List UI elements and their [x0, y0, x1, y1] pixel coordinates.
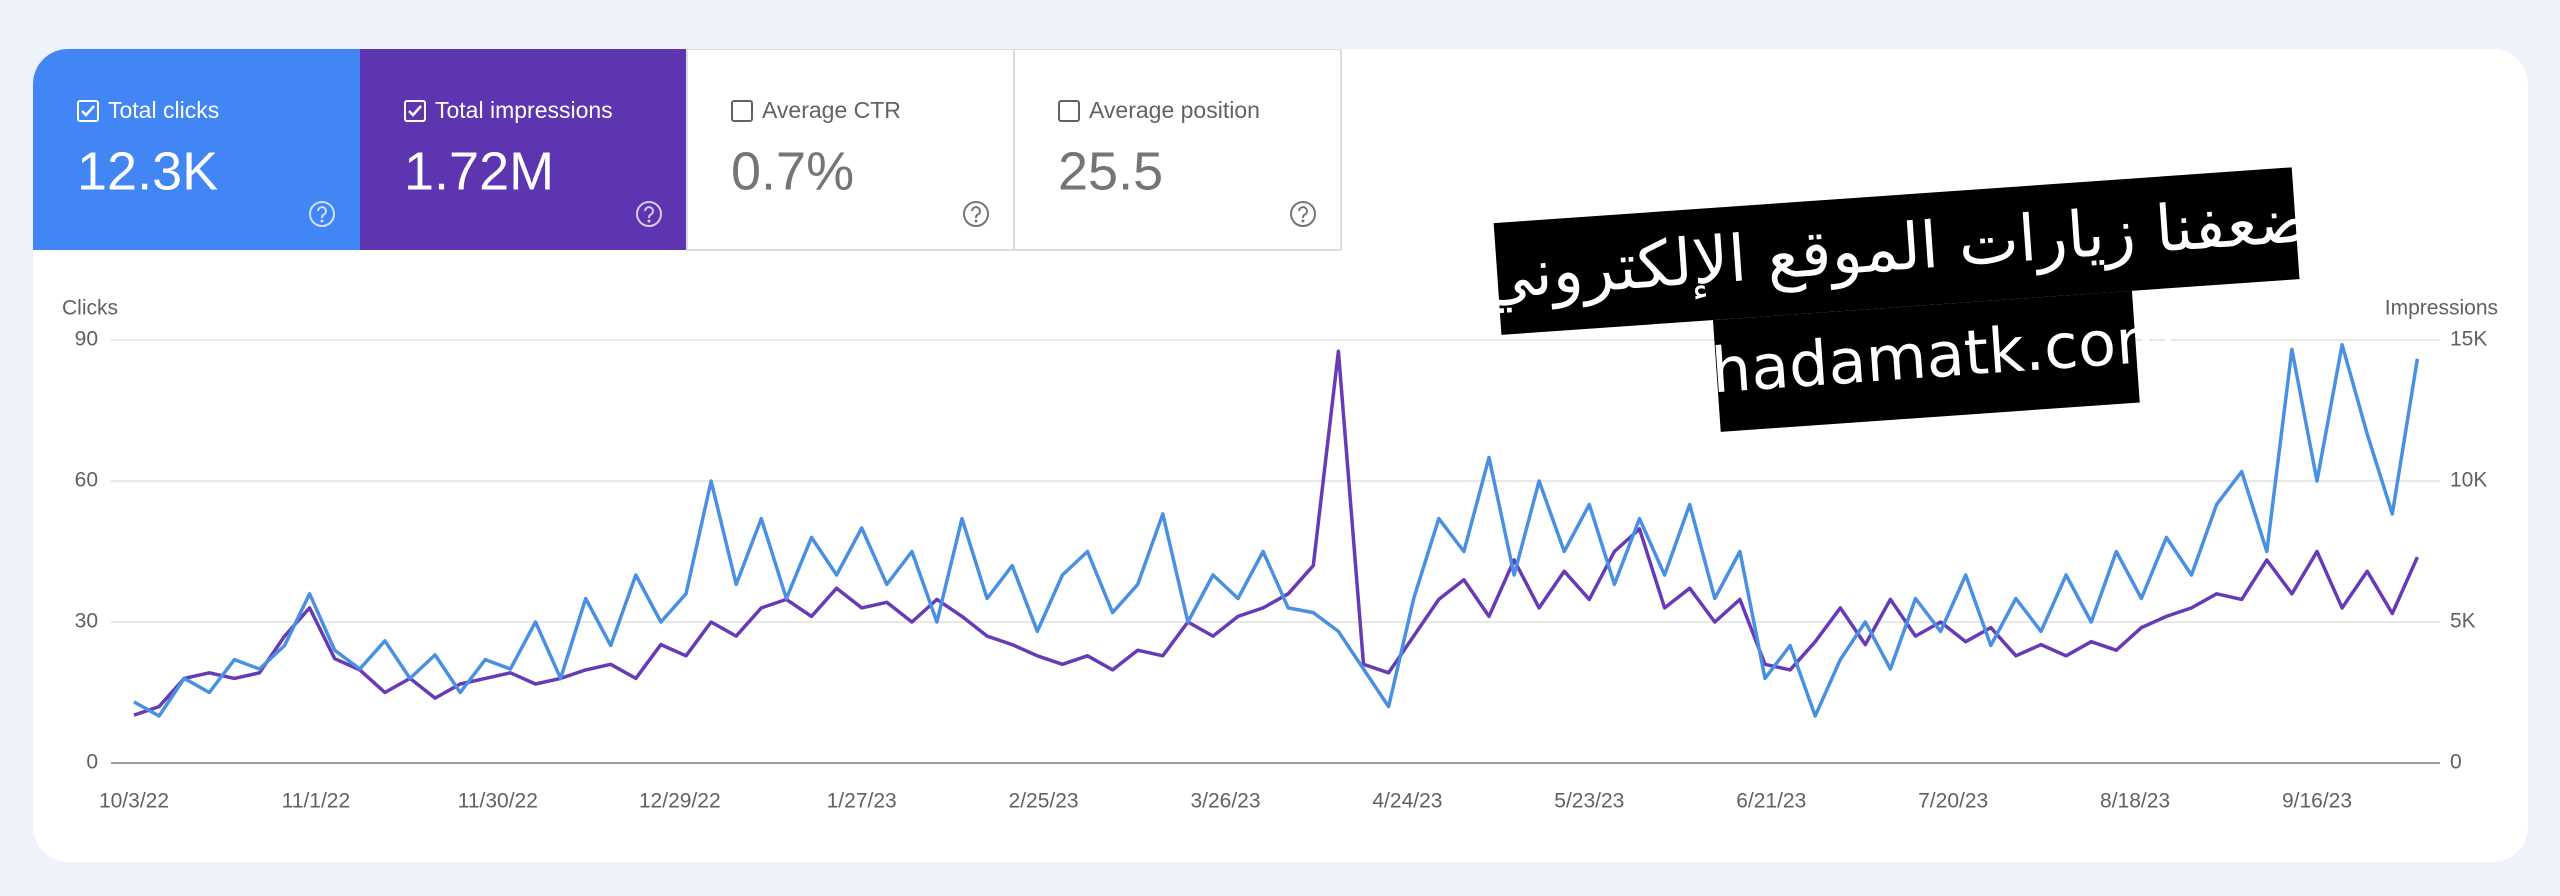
- card-background: [33, 49, 360, 250]
- help-icon-mark: [971, 206, 981, 219]
- help-icon: [1290, 201, 1316, 227]
- x-tick-label: 3/26/23: [1190, 790, 1260, 813]
- overlay-box: [1712, 290, 2140, 432]
- help-icon-dot: [1301, 219, 1305, 223]
- y2-tick-label: 0: [2450, 751, 2462, 774]
- x-tick-label: 4/24/23: [1372, 790, 1442, 813]
- x-tick-label: 6/21/23: [1736, 790, 1806, 813]
- checkmark: [408, 105, 422, 117]
- x-tick-label: 11/1/22: [282, 790, 351, 813]
- y-tick-label: 60: [75, 469, 98, 492]
- card-value: 1.72M: [404, 141, 554, 201]
- metric-cards: Total clicks 12.3K Total impressions 1.72M A…: [33, 49, 1342, 251]
- checkbox: [1058, 100, 1080, 122]
- checkbox: [404, 100, 426, 122]
- y-axis-label: Clicks: [62, 297, 118, 320]
- series-line: [133, 342, 2420, 718]
- card-value: 25.5: [1058, 141, 1163, 201]
- card-label: Average position: [1089, 97, 1260, 123]
- help-icon-mark: [317, 206, 327, 219]
- metric-card[interactable]: Total impressions 1.72M: [360, 49, 687, 250]
- x-tick-label: 10/3/22: [99, 790, 169, 813]
- card-background: [686, 49, 1015, 251]
- metric-card[interactable]: Average CTR 0.7%: [686, 49, 1015, 251]
- card-background: [360, 49, 687, 250]
- overlay: ضعفنا زيارات الموقع الإلكتروني khadamatk…: [1479, 167, 2314, 432]
- metric-card[interactable]: Average position 25.5: [1013, 49, 1342, 251]
- y-tick-label: 90: [75, 328, 98, 351]
- card-value: 12.3K: [77, 141, 218, 201]
- help-icon: [309, 201, 335, 227]
- x-tick-label: 8/18/23: [2100, 790, 2170, 813]
- y2-tick-label: 5K: [2450, 610, 2476, 633]
- help-icon: [636, 201, 662, 227]
- x-tick-label: 9/16/23: [2282, 790, 2352, 813]
- help-icon-dot: [647, 219, 651, 223]
- help-icon-dot: [974, 219, 978, 223]
- y2-tick-label: 15K: [2450, 328, 2487, 351]
- y-tick-label: 0: [86, 751, 98, 774]
- card-background: [1013, 49, 1342, 251]
- x-tick-label: 5/23/23: [1554, 790, 1624, 813]
- x-tick-label: 7/20/23: [1918, 790, 1988, 813]
- x-tick-label: 2/25/23: [1009, 790, 1079, 813]
- y2-axis-label: Impressions: [2385, 297, 2498, 320]
- metric-card[interactable]: Total clicks 12.3K: [33, 49, 360, 250]
- y-tick-label: 30: [75, 610, 98, 633]
- series-line: [133, 349, 2419, 717]
- x-tick-label: 12/29/22: [639, 790, 721, 813]
- overlay-box: [1493, 167, 2300, 335]
- x-tick-label: 11/30/22: [458, 790, 538, 813]
- help-icon: [963, 201, 989, 227]
- card-value: 0.7%: [731, 141, 854, 201]
- y2-tick-label: 10K: [2450, 469, 2487, 492]
- checkbox: [731, 100, 753, 122]
- help-icon-mark: [644, 206, 654, 219]
- card-label: Total impressions: [435, 97, 613, 123]
- x-tick-label: 1/27/23: [827, 790, 897, 813]
- help-icon-mark: [1298, 206, 1308, 219]
- checkbox: [77, 100, 99, 122]
- checkmark: [81, 105, 95, 117]
- help-icon-dot: [320, 219, 324, 223]
- card-label: Average CTR: [762, 97, 901, 123]
- card-label: Total clicks: [108, 97, 219, 123]
